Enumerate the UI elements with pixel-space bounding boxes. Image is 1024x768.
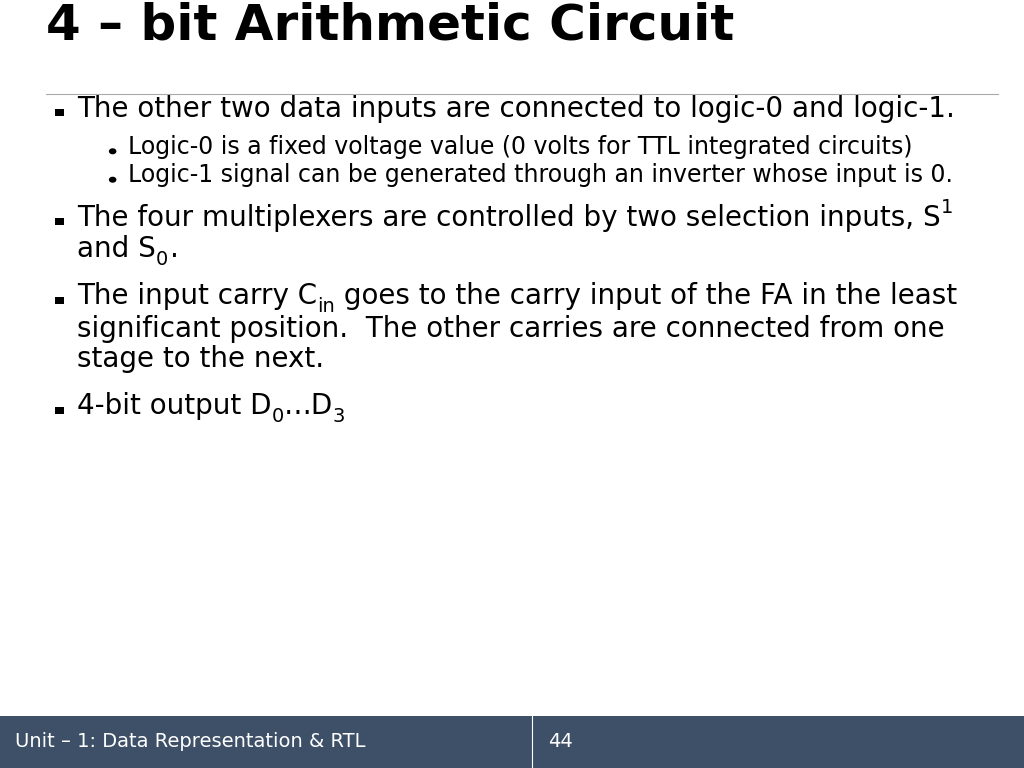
FancyBboxPatch shape: [0, 716, 1024, 768]
Text: goes to the carry input of the FA in the least: goes to the carry input of the FA in the…: [335, 283, 956, 310]
Bar: [55, 218, 63, 226]
Text: The four multiplexers are controlled by two selection inputs, S: The four multiplexers are controlled by …: [77, 204, 940, 232]
Circle shape: [110, 177, 116, 182]
Text: in: in: [316, 297, 335, 316]
Text: 1: 1: [940, 197, 952, 217]
Text: and S: and S: [77, 235, 156, 263]
Text: 0: 0: [156, 250, 168, 269]
Text: .: .: [170, 235, 179, 263]
Text: The input carry C: The input carry C: [77, 283, 316, 310]
Text: 0: 0: [271, 407, 284, 426]
Bar: [55, 297, 63, 303]
Text: 3: 3: [333, 407, 345, 426]
Text: …D: …D: [284, 392, 333, 420]
Text: Logic-0 is a fixed voltage value (0 volts for TTL integrated circuits): Logic-0 is a fixed voltage value (0 volt…: [128, 135, 912, 159]
Text: stage to the next.: stage to the next.: [77, 346, 324, 373]
Text: Unit – 1: Data Representation & RTL: Unit – 1: Data Representation & RTL: [15, 733, 366, 751]
Text: 4 – bit Arithmetic Circuit: 4 – bit Arithmetic Circuit: [46, 2, 734, 50]
Text: 44: 44: [548, 733, 572, 751]
Bar: [55, 407, 63, 413]
Text: Logic-1 signal can be generated through an inverter whose input is 0.: Logic-1 signal can be generated through …: [128, 164, 953, 187]
Circle shape: [110, 149, 116, 154]
Bar: [55, 109, 63, 116]
Text: The other two data inputs are connected to logic-0 and logic-1.: The other two data inputs are connected …: [77, 95, 954, 123]
Text: 4-bit output D: 4-bit output D: [77, 392, 271, 420]
Text: significant position.  The other carries are connected from one: significant position. The other carries …: [77, 315, 944, 343]
